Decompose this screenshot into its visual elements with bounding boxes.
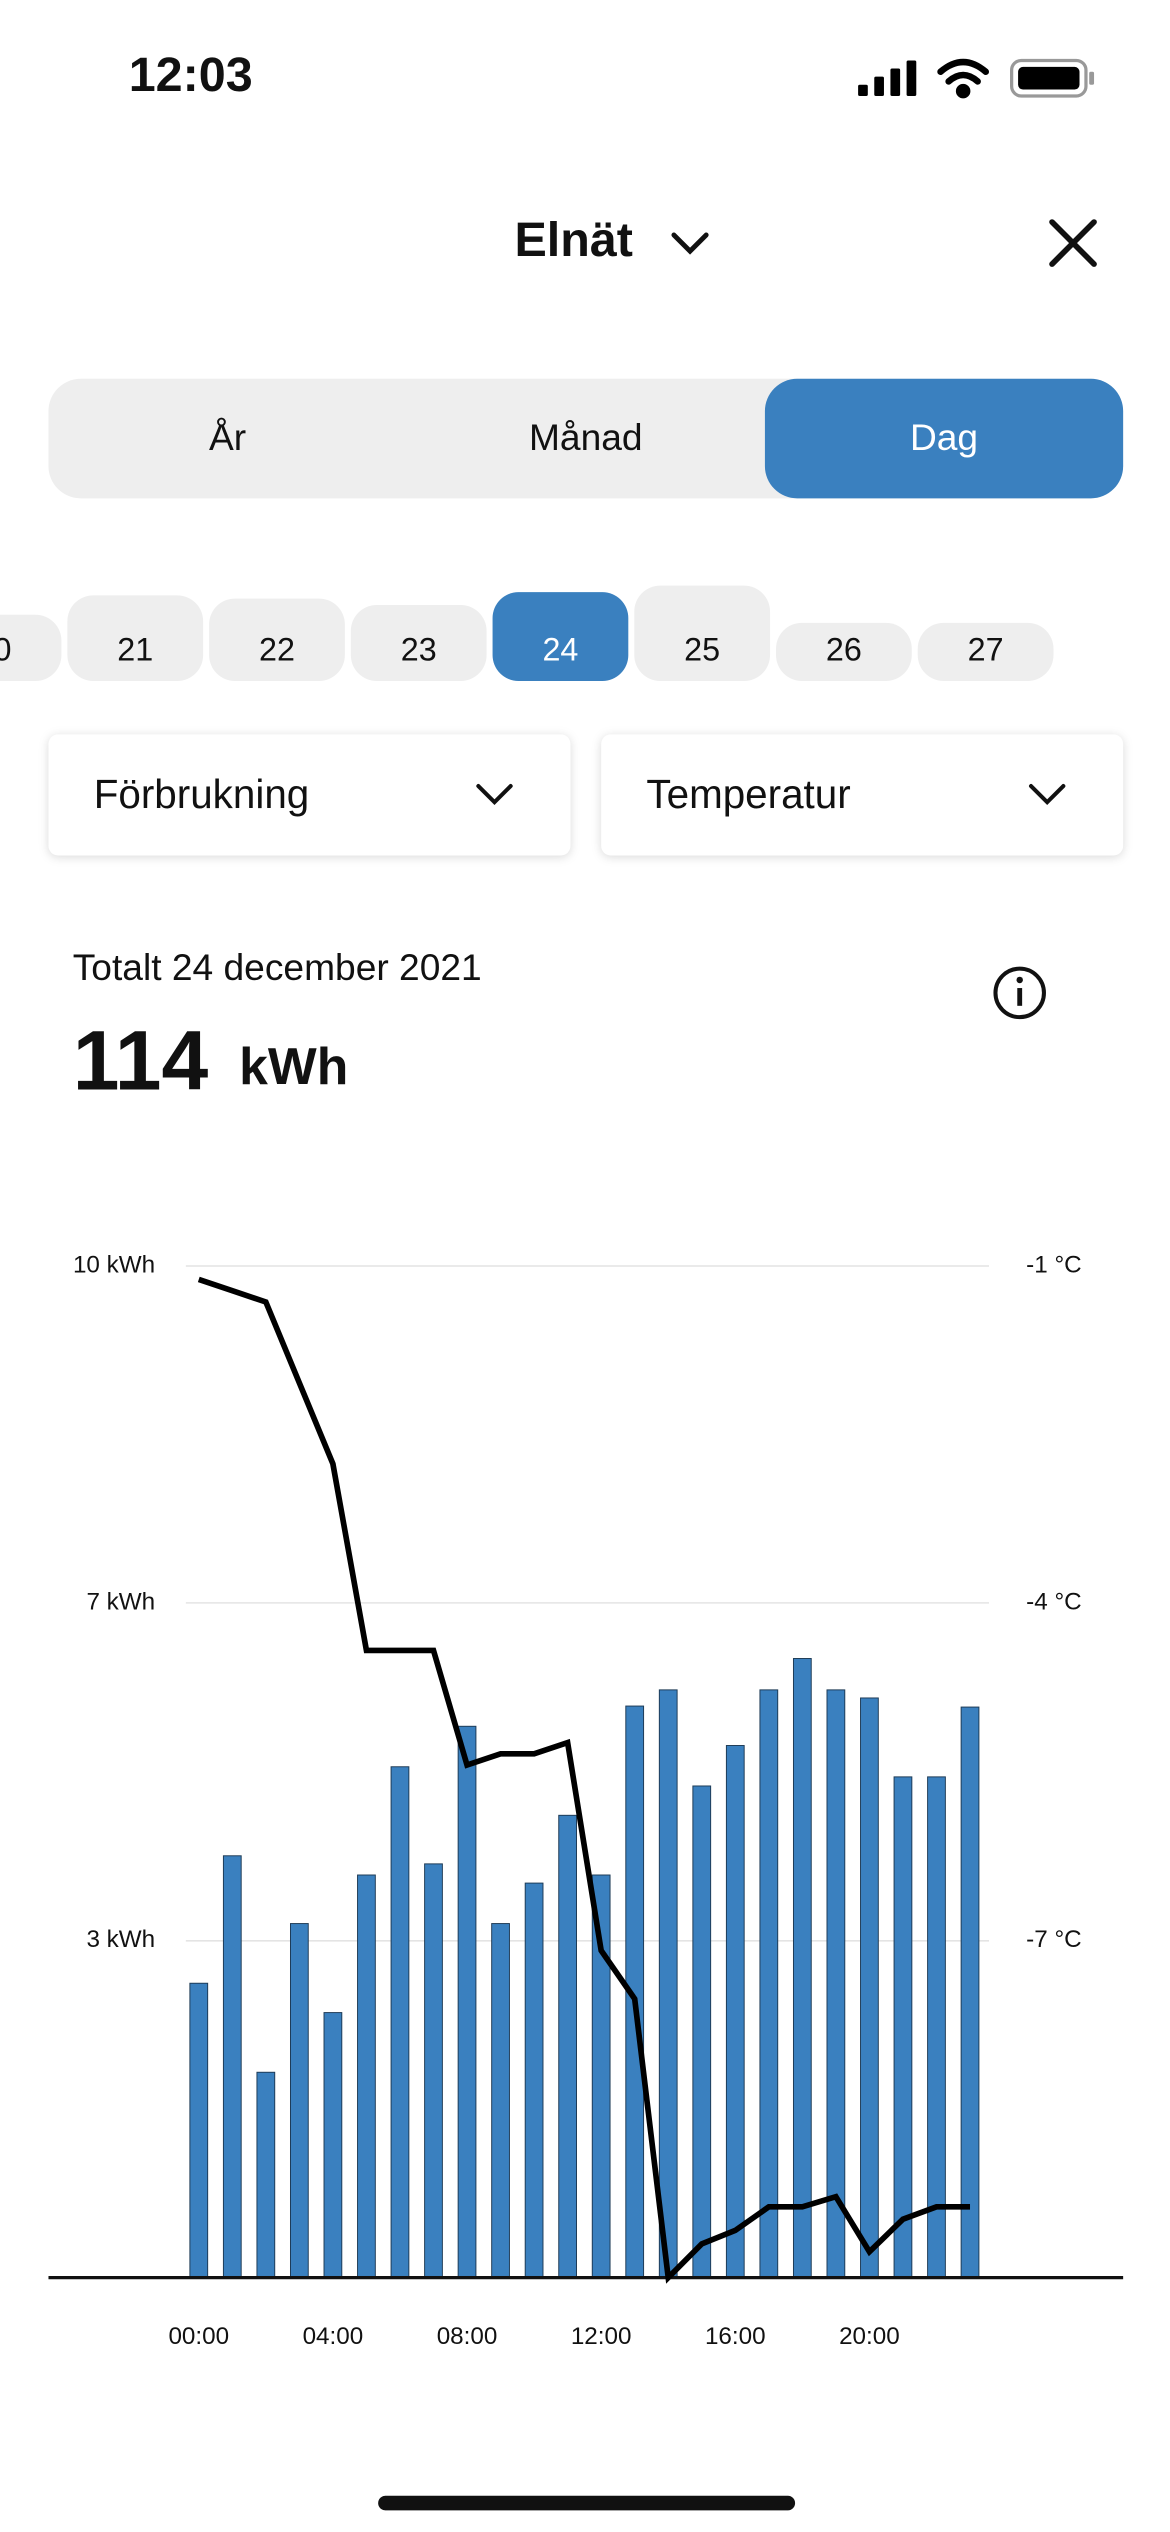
header-title[interactable]: Elnät [514,213,633,267]
tab-selected[interactable] [764,378,1124,499]
dropdown-chevron[interactable] [476,784,513,806]
summary-value: 114 [73,1013,209,1107]
day-chip[interactable] [67,595,204,681]
close-button[interactable] [1049,219,1097,267]
y-tick-label: 7 kWh [86,1588,155,1615]
bar [491,1923,510,2279]
x-tick-label: 04:00 [303,2323,364,2350]
day-label[interactable]: 27 [968,631,1004,667]
bar [893,1776,913,2279]
summary-label: Totalt 24 december 2021 [73,946,482,988]
day-label[interactable]: 25 [684,631,720,667]
wifi-icon [937,58,990,99]
bar [424,1863,443,2279]
bar [792,1658,812,2279]
bar [357,1874,376,2279]
bar [457,1725,477,2279]
bar [658,1689,678,2279]
bar [189,1982,209,2279]
bar [390,1766,410,2279]
day-chip[interactable] [917,622,1054,681]
y-tick-label: 10 kWh [73,1251,155,1278]
bar [927,1776,946,2279]
x-tick-label: 12:00 [571,2323,632,2350]
bar [960,1706,980,2279]
bar [692,1785,712,2279]
bar [558,1814,578,2279]
tab-label[interactable]: Månad [529,416,643,458]
bar [524,1882,544,2279]
bar [725,1745,745,2279]
bar [826,1689,846,2279]
y-tick-label: 3 kWh [86,1926,155,1953]
dropdown-label[interactable]: Temperatur [646,771,850,817]
day-label[interactable]: 26 [826,631,862,667]
day-chip[interactable] [0,614,62,681]
day-chip[interactable] [350,605,487,681]
x-tick-label: 00:00 [168,2323,229,2350]
day-label[interactable]: 22 [259,631,295,667]
summary-unit: kWh [239,1037,348,1095]
day-label[interactable]: 20 [0,631,12,667]
bar [323,2012,343,2279]
signal-icon [858,60,917,96]
x-tick-label: 20:00 [839,2323,900,2350]
x-tick-label: 08:00 [437,2323,498,2350]
y2-tick-label: -7 °C [1026,1926,1081,1953]
tab-label[interactable]: År [209,416,246,458]
day-chip[interactable] [776,622,912,681]
day-label[interactable]: 21 [117,631,153,667]
y2-tick-label: -4 °C [1026,1589,1081,1616]
home-indicator [378,2495,796,2511]
tab-label[interactable]: Dag [910,416,978,458]
dropdown[interactable] [48,734,571,856]
day-chip[interactable] [209,598,345,681]
bar [222,1855,242,2279]
day-label[interactable]: 23 [401,631,437,667]
x-tick-label: 16:00 [705,2323,766,2350]
dropdown[interactable] [601,734,1124,856]
dropdown-label[interactable]: Förbrukning [94,771,310,817]
bar [256,2071,276,2279]
y2-tick-label: -1 °C [1026,1251,1081,1278]
battery-icon [1010,58,1095,98]
day-label[interactable]: 24 [542,631,578,667]
bar [860,1697,879,2279]
status-time: 12:03 [129,48,253,102]
header-chevron[interactable] [671,232,709,255]
day-chip[interactable] [634,585,771,681]
temperature-line [197,1276,971,2284]
dropdown-chevron[interactable] [1029,784,1066,806]
bar [759,1689,779,2279]
bar [289,1923,309,2279]
day-chip[interactable] [492,592,629,681]
info-icon[interactable] [993,966,1046,1020]
